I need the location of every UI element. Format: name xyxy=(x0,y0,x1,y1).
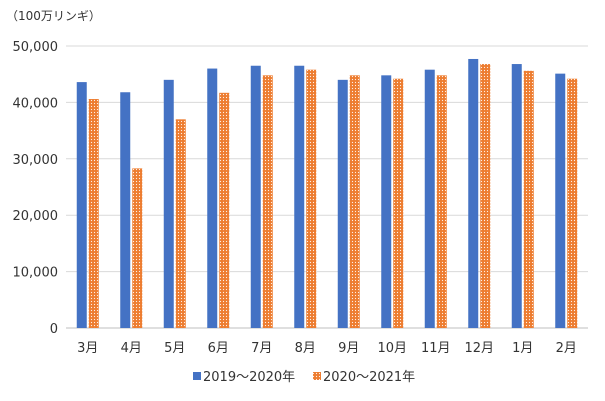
legend-swatch-series2 xyxy=(313,372,321,380)
bar-series2 xyxy=(175,119,186,328)
gridlines xyxy=(66,45,588,329)
legend: 2019～2020年 2020～2021年 xyxy=(193,370,415,385)
x-tick-label: 5月 xyxy=(164,341,185,356)
x-tick-label: 2月 xyxy=(556,341,577,356)
bar-series1 xyxy=(468,58,479,329)
y-tick-label: 30,000 xyxy=(13,153,59,168)
x-tick-label: 4月 xyxy=(121,341,142,356)
bar-series2 xyxy=(480,64,491,328)
bar-series1 xyxy=(555,73,566,328)
bar-series2 xyxy=(219,92,230,328)
bar-series1 xyxy=(424,69,435,329)
bar-series1 xyxy=(207,68,218,328)
bar-series1 xyxy=(381,75,392,328)
legend-label-series2: 2020～2021年 xyxy=(323,370,415,385)
x-tick-label: 1月 xyxy=(512,341,533,356)
x-tick-label: 6月 xyxy=(208,341,229,356)
bar-series2 xyxy=(567,78,578,328)
bar-series1 xyxy=(511,64,522,328)
y-tick-label: 40,000 xyxy=(13,96,59,111)
x-tick-label: 11月 xyxy=(421,341,451,356)
y-tick-label: 10,000 xyxy=(13,266,59,281)
bar-series1 xyxy=(337,79,348,328)
y-tick-label: 50,000 xyxy=(13,40,59,55)
x-tick-label: 9月 xyxy=(338,341,359,356)
bar-series2 xyxy=(132,168,143,328)
bar-series1 xyxy=(76,82,87,328)
x-tick-label: 12月 xyxy=(464,341,494,356)
y-tick-label: 0 xyxy=(50,322,58,337)
legend-swatch-series1 xyxy=(193,372,201,380)
bar-series2 xyxy=(306,69,317,329)
y-tick-label: 20,000 xyxy=(13,209,59,224)
legend-label-series1: 2019～2020年 xyxy=(203,370,295,385)
bar-series2 xyxy=(349,75,360,328)
x-tick-label: 3月 xyxy=(77,341,98,356)
y-axis-unit-label: （100万リンギ） xyxy=(6,9,101,23)
x-tick-label: 7月 xyxy=(251,341,272,356)
bars xyxy=(76,58,578,329)
bar-series1 xyxy=(163,79,174,328)
x-tick-label: 8月 xyxy=(295,341,316,356)
bar-series1 xyxy=(120,92,131,328)
bar-series1 xyxy=(294,65,305,329)
x-axis-tick-labels: 3月 4月 5月 6月 7月 8月 9月 10月 11月 12月 1月 2月 xyxy=(77,341,577,356)
y-axis-tick-labels: 0 10,000 20,000 30,000 40,000 50,000 xyxy=(13,40,59,337)
x-tick-label: 10月 xyxy=(377,341,407,356)
bar-series2 xyxy=(393,78,404,328)
bar-series2 xyxy=(523,70,534,328)
bar-series2 xyxy=(436,75,447,328)
bar-series2 xyxy=(88,99,99,329)
bar-series2 xyxy=(262,75,273,328)
bar-series1 xyxy=(250,65,261,329)
